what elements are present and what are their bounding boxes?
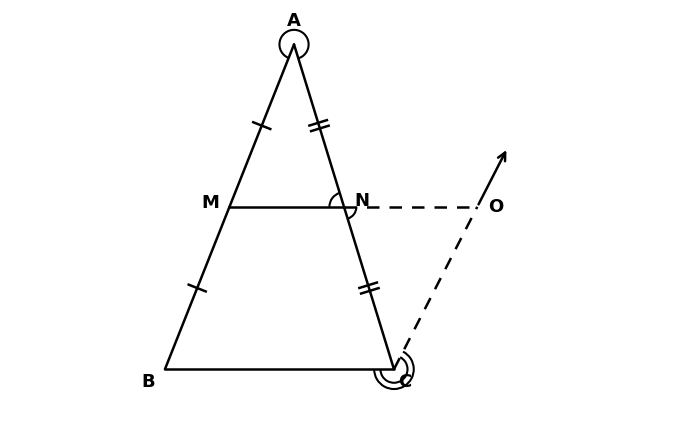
Text: N: N	[354, 192, 369, 210]
Text: M: M	[201, 194, 219, 212]
Text: A: A	[287, 12, 301, 30]
Text: C: C	[398, 373, 411, 392]
Text: O: O	[488, 198, 503, 216]
Text: B: B	[141, 373, 155, 392]
